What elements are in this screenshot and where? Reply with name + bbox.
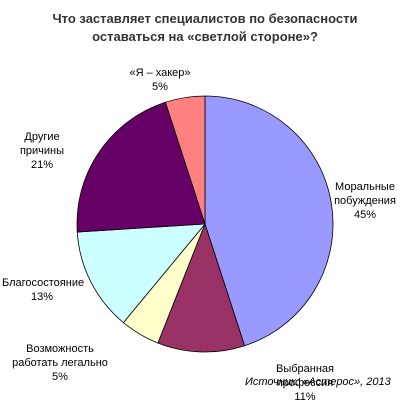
slice-name: Моральные побуждения [334,181,396,207]
slice-label: Другие причины 21% [2,130,82,172]
pie-slice [204,95,334,347]
slice-label: Возможность работать легально 5% [10,342,110,384]
pie-slice [157,222,246,353]
value-label: 13% [30,291,54,303]
source-note: Источник: «Астерос», 2013 [245,376,391,388]
pie-slice [164,95,206,225]
value-label: 21% [30,159,54,171]
slice-label: Благосостояние 13% [2,276,85,304]
slice-name: Благосостояние [2,277,85,289]
slice-label: Выбранная профессия 11% [265,362,345,404]
slice-name: Другие причины [19,131,65,157]
slice-label: «Я – хакер» 5% [120,66,200,94]
chart-title: Что заставляет специалистов по безопасно… [52,11,358,44]
pie-slice [76,101,206,233]
pie-slice [76,223,206,324]
slice-name: Возможность работать легально [12,343,108,369]
slice-label: Моральные побуждения 45% [325,180,400,222]
slice-name: Выбранная профессия [275,363,334,389]
value-label: 45% [353,209,377,221]
value-label: 11% [294,391,316,403]
slice-name: «Я – хакер» [129,67,191,79]
value-label: 5% [52,371,68,383]
value-label: 5% [152,81,168,93]
